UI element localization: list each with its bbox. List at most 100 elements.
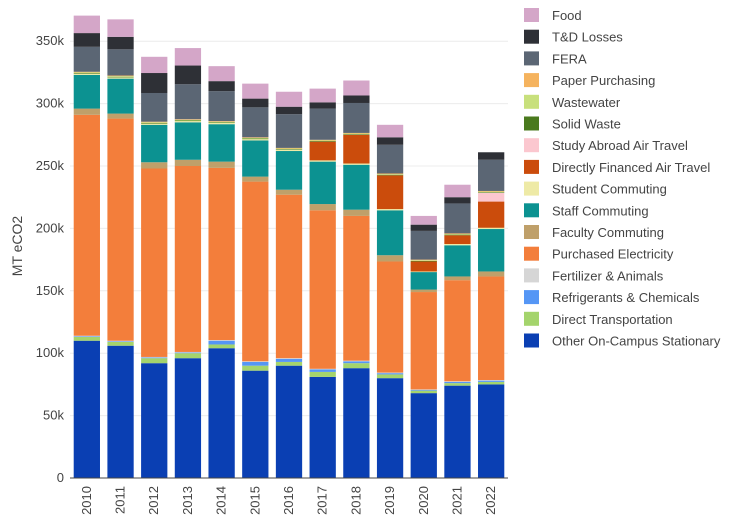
x-tick-label: 2010	[79, 486, 94, 515]
bar-segment	[410, 260, 437, 261]
legend-swatch	[524, 203, 539, 218]
bar-segment	[141, 121, 168, 123]
bar-segment	[376, 144, 404, 174]
bar-segment	[242, 83, 269, 99]
bar-segment	[343, 102, 370, 133]
bar-segment	[73, 72, 100, 74]
bar-segment	[174, 48, 202, 66]
bar-segment	[478, 192, 505, 202]
bar-segment	[478, 227, 505, 230]
bar-segment	[275, 151, 303, 190]
x-tick-label: 2015	[247, 486, 262, 515]
legend-item[interactable]: Food	[524, 8, 582, 23]
bar-segment	[242, 370, 269, 478]
legend-swatch	[524, 73, 539, 88]
legend-swatch	[524, 311, 539, 326]
legend-item[interactable]: FERA	[524, 51, 587, 66]
bar-segment	[343, 134, 370, 164]
bar-segment	[410, 389, 437, 391]
y-tick-label: 250k	[36, 158, 65, 173]
bar-segment	[410, 390, 437, 391]
bar-segment	[410, 289, 437, 293]
legend-item[interactable]: Paper Purchasing	[524, 73, 655, 88]
bar-segment	[275, 149, 303, 152]
bar-segment	[174, 120, 202, 122]
legend-label: Directly Financed Air Travel	[552, 160, 710, 175]
y-tick-label: 0	[57, 470, 64, 485]
legend-item[interactable]: Purchased Electricity	[524, 246, 674, 262]
bar-segment	[107, 19, 134, 37]
legend-item[interactable]: Fertilizer & Animals	[524, 268, 664, 283]
legend-item[interactable]: Staff Commuting	[524, 203, 649, 218]
x-tick-label: 2020	[416, 486, 431, 515]
bar-segment	[107, 76, 134, 78]
bar-segment	[141, 358, 168, 364]
x-tick-label: 2021	[449, 486, 464, 515]
bar-segment	[208, 348, 235, 478]
bar-segment	[444, 203, 471, 234]
bar-segment	[309, 108, 336, 140]
bar-segment	[208, 122, 235, 125]
bar-segment	[376, 378, 404, 478]
legend-swatch	[524, 94, 539, 109]
bar-segment	[309, 161, 336, 205]
x-tick-label: 2017	[315, 486, 330, 515]
bar-segment	[410, 215, 437, 225]
bar-segment	[242, 181, 269, 362]
bar-segment	[107, 75, 134, 77]
bar-segment	[73, 336, 100, 337]
legend-item[interactable]: Other On-Campus Stationary	[524, 333, 721, 349]
bar-segment	[107, 78, 134, 114]
legend-label: Purchased Electricity	[552, 247, 674, 262]
bar-segment	[141, 122, 168, 123]
bar-segment	[73, 15, 100, 34]
bar-segment	[410, 393, 437, 478]
legend-item[interactable]: Directly Financed Air Travel	[524, 159, 710, 175]
bar-segment	[73, 108, 100, 115]
legend-swatch	[524, 8, 539, 22]
bar-segment	[410, 271, 437, 273]
legend-item[interactable]: Refrigerants & Chemicals	[524, 290, 700, 305]
bar-segment	[174, 159, 202, 166]
bar-segment	[107, 49, 134, 76]
bar-segment	[410, 272, 437, 290]
bar-segment	[107, 341, 134, 346]
bar-segment	[309, 368, 336, 370]
legend-item[interactable]: Direct Transportation	[524, 311, 673, 327]
y-tick-label: 300k	[36, 96, 65, 111]
legend-label: Staff Commuting	[552, 203, 649, 218]
legend-item[interactable]: Study Abroad Air Travel	[524, 138, 688, 153]
bar-segment	[73, 340, 100, 478]
bar-segment	[410, 224, 437, 231]
legend-item[interactable]: Student Commuting	[524, 181, 667, 197]
legend-item[interactable]: Solid Waste	[524, 116, 621, 132]
bar-segment	[478, 380, 505, 381]
x-tick-label: 2016	[281, 486, 296, 515]
legend-swatch	[524, 51, 539, 66]
legend-label: FERA	[552, 51, 587, 66]
bar-segment	[73, 74, 100, 109]
bar-segment	[242, 138, 269, 140]
x-tick-label: 2012	[146, 486, 161, 515]
legend-item[interactable]: Faculty Commuting	[524, 225, 664, 240]
legend-swatch	[524, 138, 539, 153]
bar-segment	[343, 134, 370, 135]
bar-segment	[410, 292, 437, 390]
bar-segment	[343, 80, 370, 96]
bar-segment	[141, 363, 168, 478]
legend-item[interactable]: Wastewater	[524, 94, 621, 110]
bar-segment	[275, 106, 303, 115]
bar-segment	[242, 176, 269, 182]
bar-segment	[208, 66, 235, 82]
bar-segment	[174, 119, 202, 120]
bar-segment	[174, 352, 202, 354]
y-tick-label: 100k	[36, 345, 65, 360]
bar-segment	[208, 167, 235, 341]
bar-segment	[478, 271, 505, 277]
legend-item[interactable]: T&D Losses	[524, 29, 623, 45]
legend-label: Wastewater	[552, 95, 621, 110]
bar-segment	[309, 376, 336, 478]
bar-segment	[444, 233, 471, 235]
bar-segment	[376, 373, 404, 375]
